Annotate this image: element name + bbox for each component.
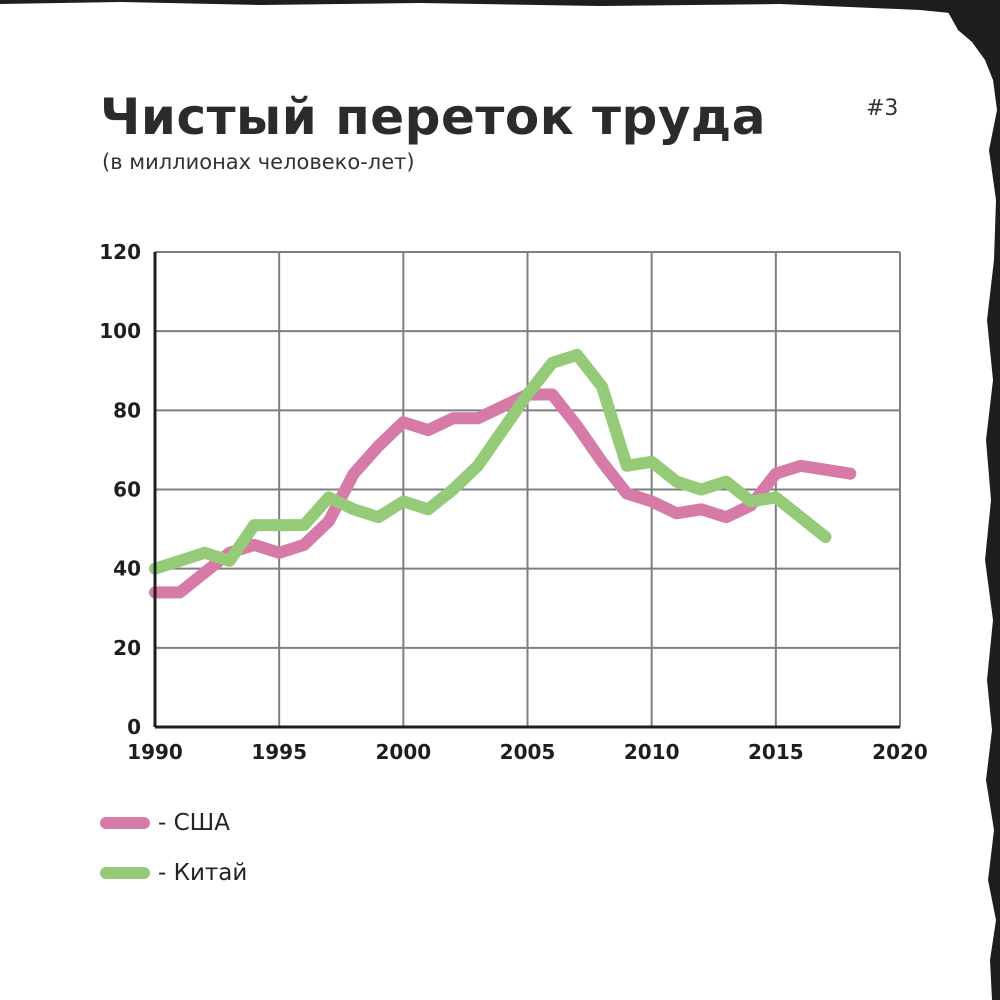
dark-right-edge (940, 0, 1000, 1000)
y-tick-label: 120 (99, 240, 141, 264)
x-tick-label: 1990 (127, 740, 183, 764)
y-tick-label: 20 (113, 636, 141, 660)
series-line-1 (149, 348, 832, 575)
y-tick-label: 60 (113, 478, 141, 502)
dark-top-edge (0, 0, 1000, 18)
legend-item-usa: - США (100, 808, 230, 838)
series-layer (149, 348, 857, 599)
legend-label-china: - Китай (158, 860, 248, 886)
x-tick-label: 1995 (251, 740, 307, 764)
axes (153, 252, 900, 729)
y-tick-label: 40 (113, 557, 141, 581)
x-tick-label: 2005 (500, 740, 556, 764)
series-line-0 (149, 388, 857, 599)
legend-swatch-usa (100, 817, 150, 829)
x-tick-label: 2010 (624, 740, 680, 764)
page-number: #3 (866, 96, 899, 121)
x-tick-label: 2020 (872, 740, 928, 764)
y-tick-label: 100 (99, 319, 141, 343)
legend-label-usa: - США (158, 810, 230, 836)
x-tick-label: 2000 (375, 740, 431, 764)
grid (154, 251, 901, 728)
x-tick-label: 2015 (748, 740, 804, 764)
chart-title: Чистый переток труда (100, 88, 767, 146)
chart-subtitle: (в миллионах человеко-лет) (102, 150, 415, 174)
y-tick-label: 80 (113, 398, 141, 422)
legend-swatch-china (100, 867, 150, 879)
legend-item-china: - Китай (100, 858, 247, 888)
y-tick-label: 0 (127, 715, 141, 739)
tick-labels: 0 20 40 60 80 100 120 1990 1995 2000 2005 2010 2015 2… (99, 240, 928, 764)
